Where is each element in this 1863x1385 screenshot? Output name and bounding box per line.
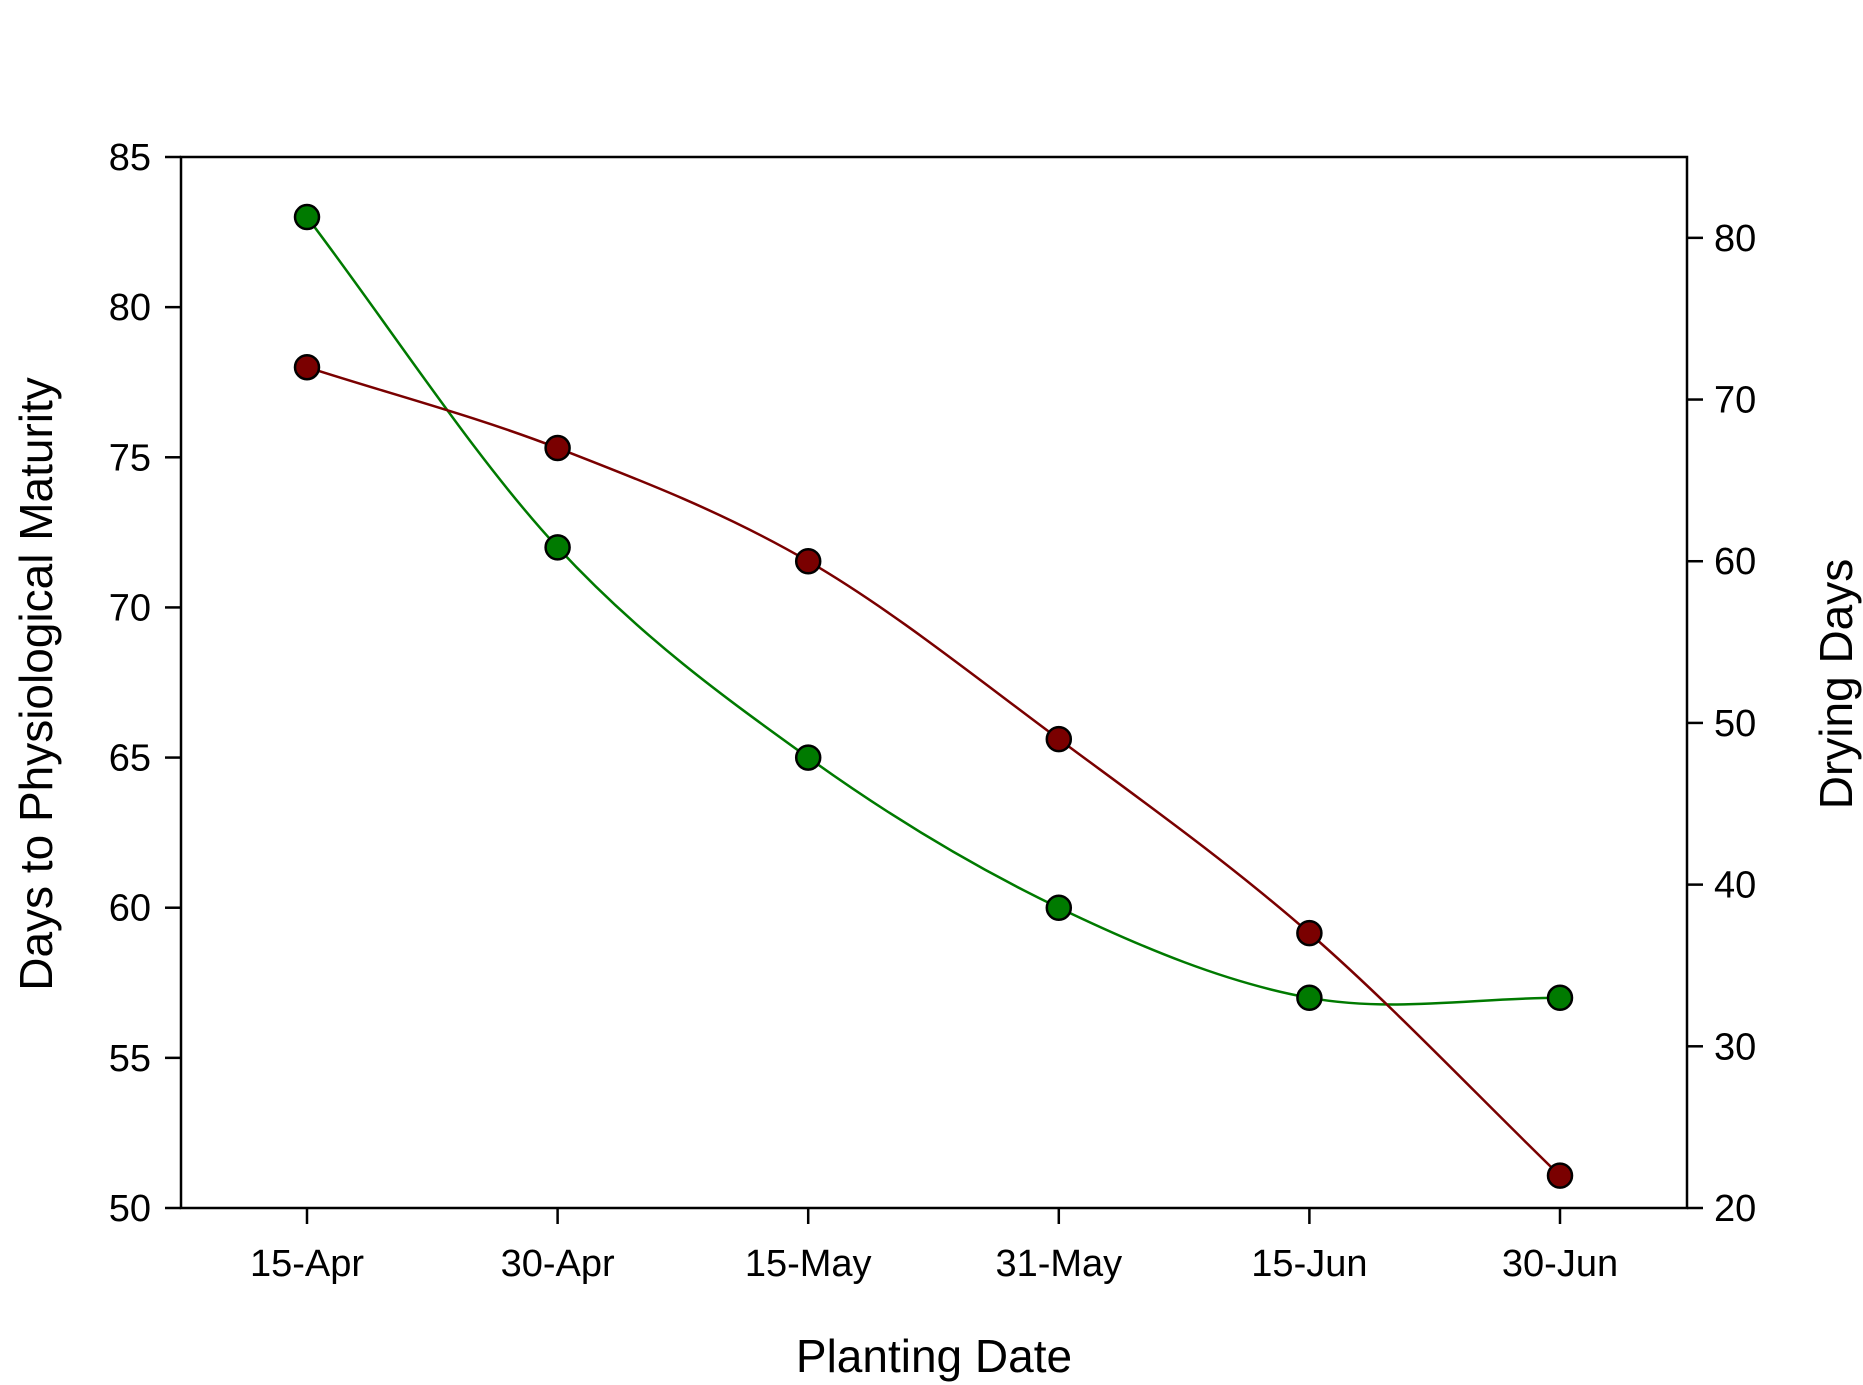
y2-axis-title: Drying Days	[1810, 559, 1862, 810]
y2-tick-label: 80	[1714, 218, 1756, 260]
x-tick-label: 30-Jun	[1502, 1243, 1618, 1285]
data-point-right	[1546, 1162, 1574, 1189]
y2-tick-label: 40	[1714, 865, 1756, 907]
x-axis-title: Planting Date	[796, 1330, 1072, 1382]
y2-tick-label: 70	[1714, 380, 1756, 422]
data-point-right	[293, 353, 321, 381]
data-point-left	[1546, 984, 1574, 1012]
y-tick-label: 85	[109, 137, 151, 179]
data-point-left	[544, 534, 571, 561]
data-point-right	[1296, 919, 1323, 947]
y-tick-label: 50	[109, 1188, 151, 1230]
data-point-left	[293, 203, 321, 231]
x-tick-label: 15-May	[745, 1243, 872, 1285]
y-axis-left: 50 55 60 65 70 75 80 85	[109, 137, 181, 1230]
x-tick-label: 31-May	[995, 1243, 1122, 1285]
data-point-right	[1045, 725, 1073, 753]
data-point-left	[1045, 894, 1073, 921]
y-tick-label: 75	[109, 437, 151, 479]
data-point-right	[794, 547, 822, 575]
y-tick-label: 65	[109, 738, 151, 780]
y-tick-label: 60	[109, 888, 151, 930]
y2-tick-label: 20	[1714, 1188, 1756, 1230]
series-line-right	[306, 366, 1561, 1177]
y-tick-label: 80	[109, 287, 151, 329]
x-axis: 15-Apr 30-Apr 15-May 31-May 15-Jun 30-Jun	[250, 1208, 1618, 1285]
y2-tick-label: 60	[1714, 541, 1756, 583]
x-tick-label: 30-Apr	[501, 1243, 615, 1285]
y-axis-right: 20 30 40 50 60 70 80	[1687, 218, 1756, 1230]
x-tick-label: 15-Apr	[250, 1243, 364, 1285]
y-tick-label: 55	[109, 1038, 151, 1080]
plot-frame	[179, 155, 1689, 1210]
data-point-left	[794, 744, 822, 771]
y-axis-title: Days to Physiological Maturity	[10, 377, 62, 991]
x-tick-label: 15-Jun	[1251, 1243, 1367, 1285]
y2-tick-label: 50	[1714, 703, 1756, 745]
series-line-left	[306, 216, 1561, 1006]
data-point-right	[544, 434, 571, 462]
series-layer	[293, 203, 1574, 1189]
y-tick-label: 70	[109, 587, 151, 629]
y2-tick-label: 30	[1714, 1026, 1756, 1068]
data-point-left	[1296, 984, 1323, 1012]
